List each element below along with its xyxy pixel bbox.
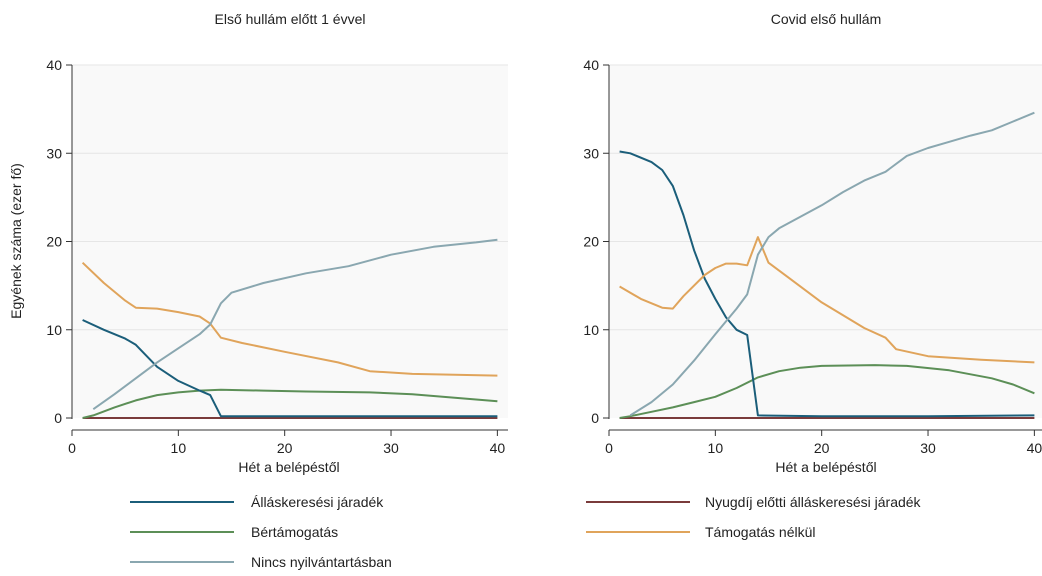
- series-line-bertamogatas: [82, 388, 498, 419]
- series-line-allaskeresesi: [82, 319, 498, 418]
- x-tick-label: 30: [383, 440, 399, 456]
- series-line-nincs: [629, 111, 1035, 417]
- legend-label: Álláskeresési járadék: [251, 494, 384, 510]
- y-axis-title: Egyének száma (ezer fő): [8, 163, 24, 319]
- series-line-allaskeresesi: [619, 150, 1035, 418]
- y-tick-label: 20: [583, 234, 599, 250]
- series-group: [81, 238, 498, 419]
- legend-entry-nyugdij: Nyugdíj előtti álláskeresési járadék: [586, 494, 922, 510]
- y-tick-label: 0: [54, 410, 62, 426]
- y-tick-label: 10: [583, 322, 599, 338]
- y-tick-label: 30: [46, 145, 62, 161]
- legend-label: Nyugdíj előtti álláskeresési járadék: [705, 494, 922, 510]
- y-tick-label: 0: [591, 410, 599, 426]
- panel-title: Első hullám előtt 1 évvel: [215, 11, 366, 27]
- y-tick-label: 10: [46, 322, 62, 338]
- x-tick-label: 10: [708, 440, 724, 456]
- y-tick-label: 40: [583, 57, 599, 73]
- y-tick-label: 30: [583, 145, 599, 161]
- x-axis-title: Hét a belépéstől: [775, 459, 876, 475]
- y-tick-label: 40: [46, 57, 62, 73]
- x-tick-label: 0: [68, 440, 76, 456]
- x-axis-title: Hét a belépéstől: [238, 459, 339, 475]
- legend-label: Támogatás nélkül: [705, 524, 816, 540]
- legend-label: Bértámogatás: [251, 524, 338, 540]
- series-line-tamogatas_nelkul: [619, 236, 1035, 364]
- x-tick-label: 20: [277, 440, 293, 456]
- legend-entry-bertamogatas: Bértámogatás: [130, 524, 338, 540]
- x-tick-label: 0: [605, 440, 613, 456]
- legend-entry-allaskeresesi: Álláskeresési járadék: [130, 494, 384, 510]
- x-tick-label: 20: [814, 440, 830, 456]
- series-group: [619, 111, 1035, 419]
- panel-covid-first-wave: 0 10 20 30 40 0 10 20 30 40 Covid első hullám Hét…: [583, 11, 1042, 475]
- axes: 0 10 20 30 40 0 10 20 30 40: [583, 57, 1042, 456]
- legend-entry-nincs: Nincs nyilvántartásban: [130, 554, 392, 570]
- panel-title: Covid első hullám: [771, 11, 882, 27]
- legend: Álláskeresési járadék Nyugdíj előtti áll…: [130, 494, 922, 570]
- x-tick-label: 30: [920, 440, 936, 456]
- series-line-bertamogatas: [619, 364, 1035, 419]
- gridlines: [609, 64, 1042, 331]
- legend-entry-tamogatas-nelkul: Támogatás nélkül: [586, 524, 816, 540]
- x-tick-label: 10: [171, 440, 187, 456]
- panel-before-first-wave: 0 10 20 30 40 0 10 20 30 40 Első hullám előtt 1 é…: [8, 11, 508, 475]
- x-tick-label: 40: [490, 440, 506, 456]
- axes: 0 10 20 30 40 0 10 20 30 40: [46, 57, 508, 456]
- legend-label: Nincs nyilvántartásban: [251, 554, 392, 570]
- y-tick-label: 20: [46, 234, 62, 250]
- series-line-nincs: [92, 238, 498, 411]
- gridlines: [72, 64, 508, 331]
- series-line-tamogatas_nelkul: [81, 261, 498, 377]
- x-tick-label: 40: [1027, 440, 1042, 456]
